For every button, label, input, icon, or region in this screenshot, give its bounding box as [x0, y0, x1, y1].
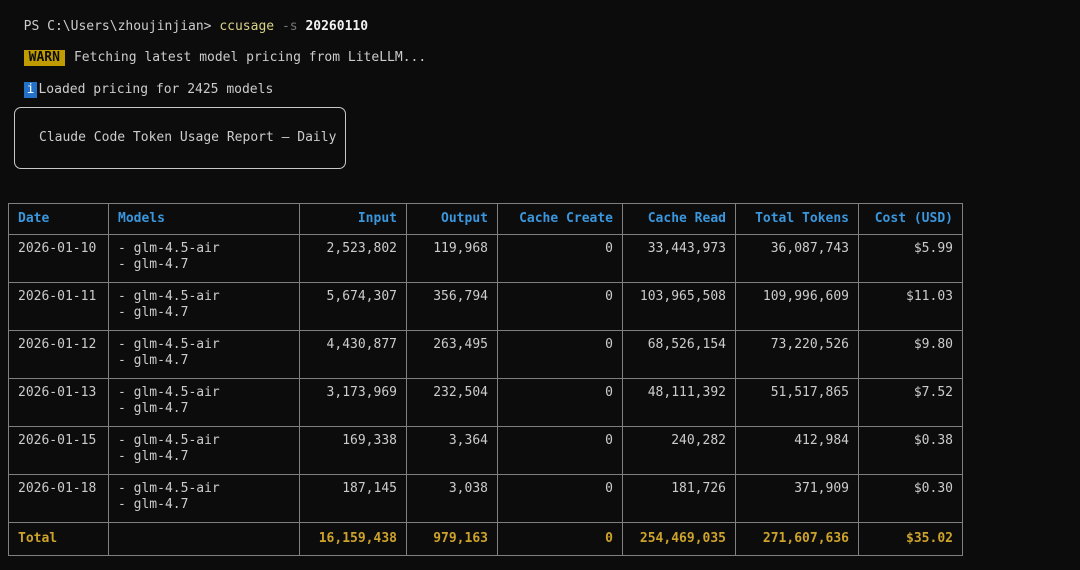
- usage-table: Date Models Input Output Cache Create Ca…: [8, 203, 963, 556]
- command-flag: -s: [274, 19, 306, 34]
- total-label: Total: [8, 522, 109, 556]
- report-title-box: Claude Code Token Usage Report – Daily: [14, 107, 346, 169]
- cell-cache-read: 68,526,154: [622, 330, 736, 379]
- cell-cache-create: 0: [497, 330, 623, 379]
- info-line: i Loaded pricing for 2425 models: [8, 66, 273, 98]
- cell-cache-read: 181,726: [622, 474, 736, 523]
- command-argument: 20260110: [305, 19, 369, 34]
- cell-total-tokens: 51,517,865: [735, 378, 859, 427]
- table-row: 2026-01-15 - glm-4.5-air - glm-4.7 169,33…: [8, 426, 963, 475]
- command-line: PS C:\Users\zhoujinjian> ccusage -s 2026…: [8, 3, 368, 35]
- cell-input: 169,338: [299, 426, 407, 475]
- cell-total-tokens: 109,996,609: [735, 282, 859, 331]
- cell-output: 232,504: [406, 378, 498, 427]
- cell-input: 5,674,307: [299, 282, 407, 331]
- cell-models: - glm-4.5-air - glm-4.7: [108, 378, 300, 427]
- header-output: Output: [406, 203, 498, 235]
- cell-models: - glm-4.5-air - glm-4.7: [108, 330, 300, 379]
- cell-cost: $5.99: [858, 234, 963, 283]
- table-total-row: Total 16,159,438 979,163 0 254,469,035 2…: [8, 522, 963, 556]
- cell-models: - glm-4.5-air - glm-4.7: [108, 234, 300, 283]
- cell-models: - glm-4.5-air - glm-4.7: [108, 426, 300, 475]
- cell-input: 4,430,877: [299, 330, 407, 379]
- shell-prompt: PS C:\Users\zhoujinjian>: [23, 19, 220, 34]
- cell-date: 2026-01-15: [8, 426, 109, 475]
- warn-line: WARN Fetching latest model pricing from L…: [8, 34, 426, 66]
- total-output: 979,163: [406, 522, 498, 556]
- command-text: ccusage: [219, 19, 275, 34]
- cell-input: 3,173,969: [299, 378, 407, 427]
- total-input: 16,159,438: [299, 522, 407, 556]
- cell-date: 2026-01-11: [8, 282, 109, 331]
- cell-cache-read: 103,965,508: [622, 282, 736, 331]
- cell-total-tokens: 36,087,743: [735, 234, 859, 283]
- cell-cost: $7.52: [858, 378, 963, 427]
- header-total-tokens: Total Tokens: [735, 203, 859, 235]
- cell-date: 2026-01-13: [8, 378, 109, 427]
- cell-total-tokens: 73,220,526: [735, 330, 859, 379]
- info-badge: i: [23, 82, 38, 98]
- cell-cost: $9.80: [858, 330, 963, 379]
- cell-cache-read: 48,111,392: [622, 378, 736, 427]
- table-row: 2026-01-12 - glm-4.5-air - glm-4.7 4,430,…: [8, 330, 963, 379]
- total-models: [108, 522, 300, 556]
- cell-cost: $0.30: [858, 474, 963, 523]
- cell-input: 187,145: [299, 474, 407, 523]
- header-cache-create: Cache Create: [497, 203, 623, 235]
- warn-badge: WARN: [23, 50, 65, 66]
- table-header-row: Date Models Input Output Cache Create Ca…: [8, 203, 963, 235]
- header-date: Date: [8, 203, 109, 235]
- cell-cache-create: 0: [497, 474, 623, 523]
- total-total-tokens: 271,607,636: [735, 522, 859, 556]
- cell-cache-create: 0: [497, 378, 623, 427]
- table-row: 2026-01-11 - glm-4.5-air - glm-4.7 5,674,…: [8, 282, 963, 331]
- cell-output: 119,968: [406, 234, 498, 283]
- cell-output: 3,038: [406, 474, 498, 523]
- cell-total-tokens: 371,909: [735, 474, 859, 523]
- header-cache-read: Cache Read: [622, 203, 736, 235]
- table-row: 2026-01-18 - glm-4.5-air - glm-4.7 187,14…: [8, 474, 963, 523]
- cell-cache-read: 240,282: [622, 426, 736, 475]
- cell-input: 2,523,802: [299, 234, 407, 283]
- cell-cost: $11.03: [858, 282, 963, 331]
- table-row: 2026-01-13 - glm-4.5-air - glm-4.7 3,173,…: [8, 378, 963, 427]
- header-input: Input: [299, 203, 407, 235]
- header-models: Models: [108, 203, 300, 235]
- total-cache-create: 0: [497, 522, 623, 556]
- cell-output: 263,495: [406, 330, 498, 379]
- cell-date: 2026-01-10: [8, 234, 109, 283]
- terminal-input-line[interactable]: PS C:\Users\zhoujinjian>: [8, 561, 222, 570]
- cell-total-tokens: 412,984: [735, 426, 859, 475]
- header-cost: Cost (USD): [858, 203, 963, 235]
- cell-output: 3,364: [406, 426, 498, 475]
- cell-date: 2026-01-18: [8, 474, 109, 523]
- cell-cache-create: 0: [497, 282, 623, 331]
- info-message: Loaded pricing for 2425 models: [38, 82, 274, 97]
- cell-date: 2026-01-12: [8, 330, 109, 379]
- cell-models: - glm-4.5-air - glm-4.7: [108, 282, 300, 331]
- report-title: Claude Code Token Usage Report – Daily: [39, 130, 337, 145]
- warn-message: Fetching latest model pricing from LiteL…: [73, 50, 427, 65]
- cell-cost: $0.38: [858, 426, 963, 475]
- cell-cache-read: 33,443,973: [622, 234, 736, 283]
- total-cache-read: 254,469,035: [622, 522, 736, 556]
- table-row: 2026-01-10 - glm-4.5-air - glm-4.7 2,523,…: [8, 234, 963, 283]
- cell-cache-create: 0: [497, 234, 623, 283]
- cell-models: - glm-4.5-air - glm-4.7: [108, 474, 300, 523]
- cell-cache-create: 0: [497, 426, 623, 475]
- total-cost: $35.02: [858, 522, 963, 556]
- cell-output: 356,794: [406, 282, 498, 331]
